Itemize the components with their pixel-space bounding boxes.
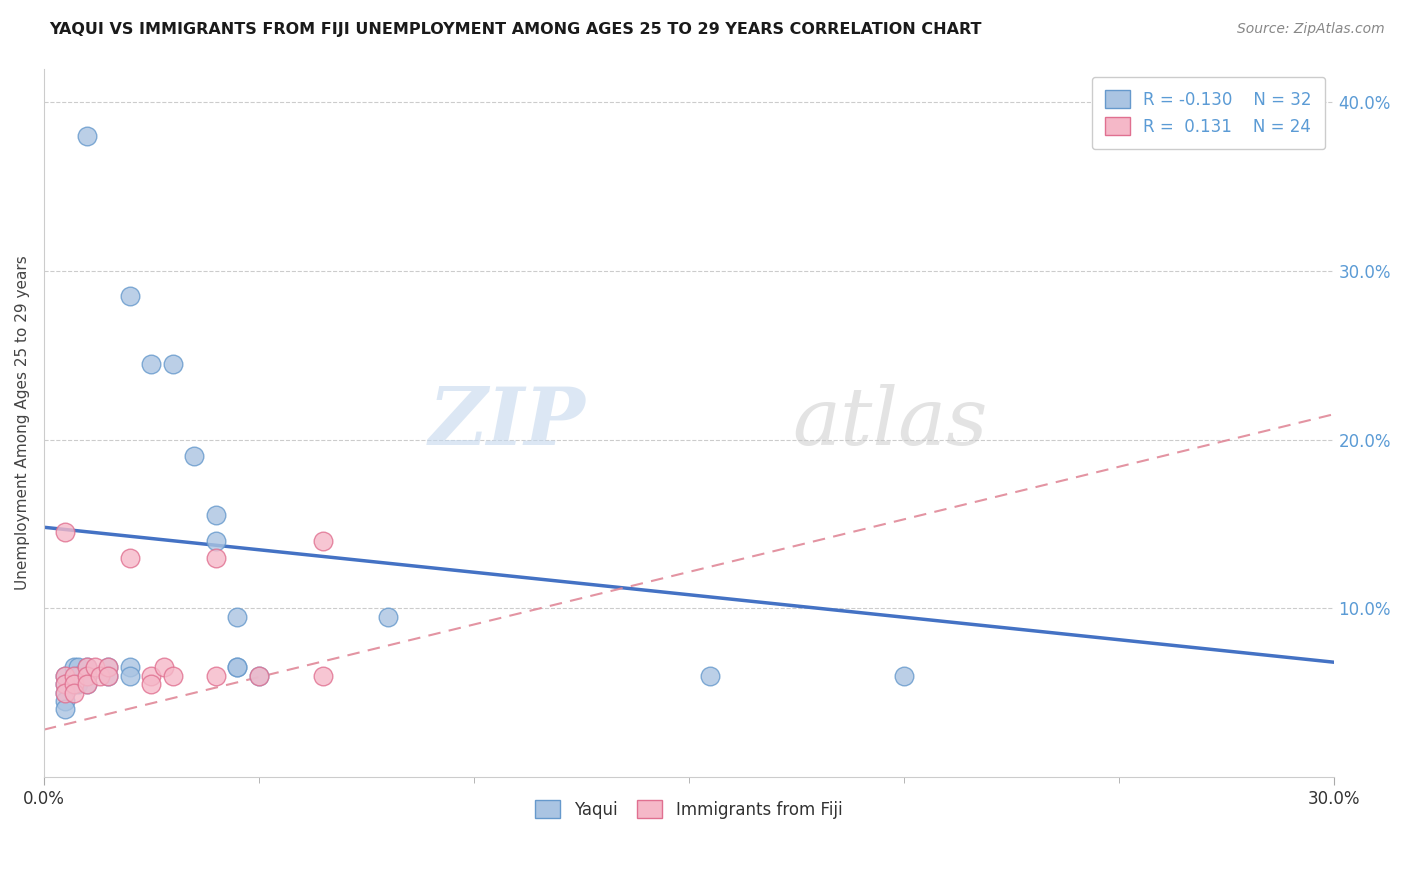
Point (183, 450, 205, 464)
Point (205, 508, 228, 523)
Point (247, 668, 270, 682)
Y-axis label: Unemployment Among Ages 25 to 29 years: Unemployment Among Ages 25 to 29 years (15, 255, 30, 591)
Point (89, 668, 111, 682)
Point (226, 609, 249, 624)
Point (141, 677, 163, 691)
Point (63, 668, 86, 682)
Point (63, 677, 86, 691)
Point (226, 660, 249, 674)
Point (162, 357, 184, 371)
Point (699, 668, 721, 682)
Point (118, 550, 141, 565)
Point (893, 668, 915, 682)
Point (63, 685, 86, 699)
Point (162, 668, 184, 682)
Point (55, 694, 77, 708)
Point (118, 660, 141, 674)
Point (97, 660, 120, 674)
Text: Source: ZipAtlas.com: Source: ZipAtlas.com (1237, 22, 1385, 37)
Point (205, 668, 228, 682)
Point (76, 660, 98, 674)
Text: YAQUI VS IMMIGRANTS FROM FIJI UNEMPLOYMENT AMONG AGES 25 TO 29 YEARS CORRELATION: YAQUI VS IMMIGRANTS FROM FIJI UNEMPLOYME… (49, 22, 981, 37)
Point (141, 668, 163, 682)
Point (84, 660, 107, 674)
Point (55, 668, 77, 682)
Point (97, 660, 120, 674)
Point (97, 668, 120, 682)
Point (63, 677, 86, 691)
Legend: Yaqui, Immigrants from Fiji: Yaqui, Immigrants from Fiji (529, 793, 849, 825)
Point (55, 525, 77, 540)
Point (55, 668, 77, 682)
Point (55, 702, 77, 716)
Point (63, 660, 86, 674)
Point (76, 128, 98, 143)
Point (63, 668, 86, 682)
Point (118, 668, 141, 682)
Text: ZIP: ZIP (429, 384, 585, 461)
Text: atlas: atlas (792, 384, 987, 461)
Point (67, 677, 90, 691)
Point (312, 533, 335, 548)
Point (76, 668, 98, 682)
Point (377, 609, 399, 624)
Point (55, 677, 77, 691)
Point (55, 685, 77, 699)
Point (312, 668, 335, 682)
Point (97, 668, 120, 682)
Point (226, 660, 249, 674)
Point (205, 550, 228, 565)
Point (76, 677, 98, 691)
Point (55, 685, 77, 699)
Point (153, 660, 176, 674)
Point (76, 660, 98, 674)
Point (67, 668, 90, 682)
Point (55, 677, 77, 691)
Point (76, 677, 98, 691)
Point (247, 668, 270, 682)
Point (67, 660, 90, 674)
Point (76, 668, 98, 682)
Point (118, 289, 141, 303)
Point (205, 533, 228, 548)
Point (141, 357, 163, 371)
